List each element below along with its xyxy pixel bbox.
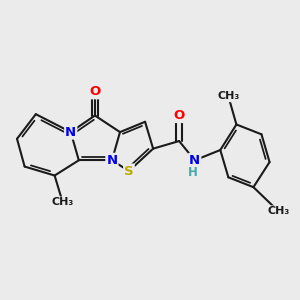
Text: CH₃: CH₃ <box>217 91 239 101</box>
Text: N: N <box>189 154 200 167</box>
Text: O: O <box>89 85 100 98</box>
Text: O: O <box>173 109 185 122</box>
Text: CH₃: CH₃ <box>267 206 290 216</box>
Text: H: H <box>188 166 197 179</box>
Text: CH₃: CH₃ <box>52 197 74 207</box>
Text: N: N <box>106 154 118 167</box>
Text: N: N <box>65 126 76 139</box>
Text: S: S <box>124 164 134 178</box>
